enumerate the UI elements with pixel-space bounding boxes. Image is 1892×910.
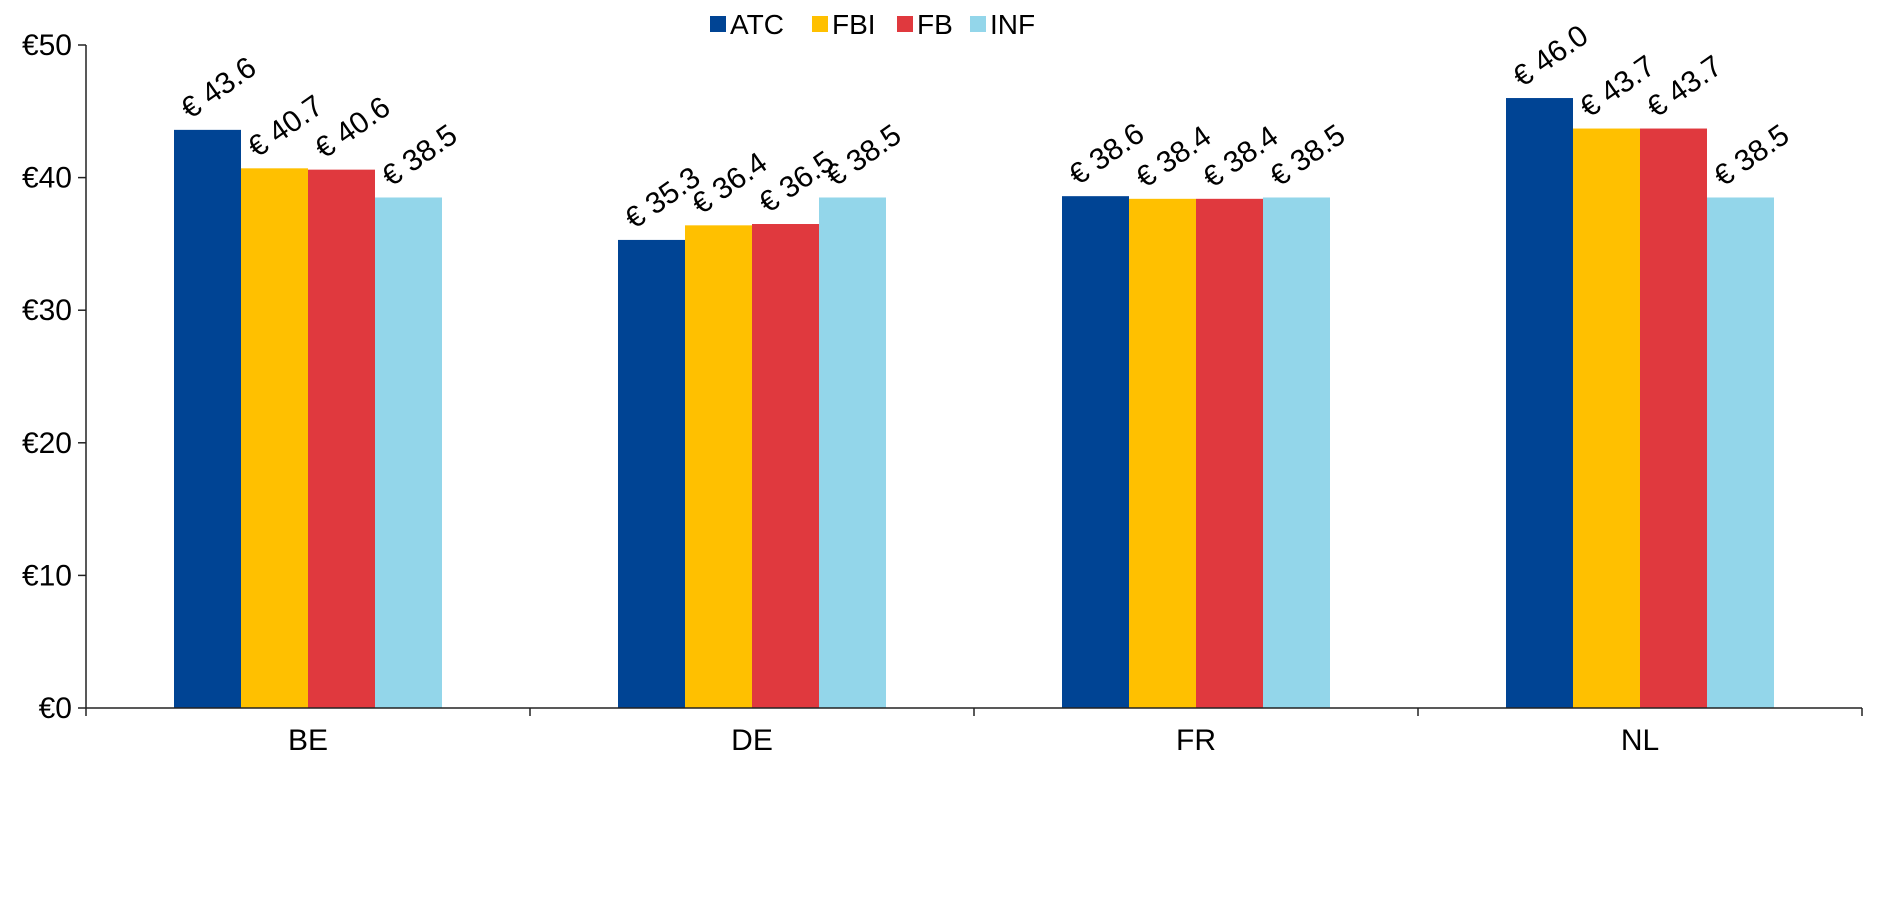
data-label-fbi-be: € 40.7: [242, 89, 329, 164]
data-label-fbi-nl: € 43.7: [1574, 49, 1661, 124]
y-tick-label: €10: [22, 559, 72, 592]
legend: ATC FBI FB INF: [710, 9, 1035, 40]
bar-inf-nl: [1707, 197, 1774, 709]
bar-inf-de: [819, 197, 886, 709]
bar-atc-nl: [1506, 98, 1573, 709]
data-label-atc-fr: € 38.6: [1063, 117, 1150, 192]
y-tick-label: €50: [22, 29, 72, 62]
legend-label-fbi: FBI: [832, 9, 876, 40]
data-label-inf-be: € 38.5: [376, 118, 463, 193]
data-label-inf-fr: € 38.5: [1264, 118, 1351, 193]
legend-swatch-atc: [710, 16, 726, 32]
legend-swatch-fb: [897, 16, 913, 32]
bars-group: [174, 98, 1774, 709]
data-label-fb-be: € 40.6: [309, 90, 396, 165]
y-tick-label: €20: [22, 427, 72, 460]
data-label-atc-nl: € 46.0: [1507, 19, 1594, 94]
x-tick-label: DE: [731, 724, 773, 757]
axes-group: €0 €10 €20 €30 €40 €50 BE DE FR NL: [22, 29, 1863, 757]
bar-fbi-be: [241, 168, 308, 708]
bar-fbi-de: [685, 225, 752, 708]
legend-label-inf: INF: [990, 9, 1035, 40]
legend-label-fb: FB: [917, 9, 953, 40]
x-tick-label: NL: [1621, 724, 1659, 757]
bar-inf-fr: [1263, 197, 1330, 709]
y-tick-label: €0: [39, 692, 72, 725]
legend-swatch-fbi: [812, 16, 828, 32]
x-tick-label: BE: [288, 724, 328, 757]
data-label-fb-fr: € 38.4: [1197, 120, 1284, 195]
y-tick-label: €40: [22, 162, 72, 195]
data-label-atc-be: € 43.6: [175, 51, 262, 126]
data-label-fbi-fr: € 38.4: [1130, 120, 1217, 195]
data-label-inf-nl: € 38.5: [1708, 118, 1795, 193]
bar-fb-de: [752, 224, 819, 708]
bar-atc-fr: [1062, 196, 1129, 708]
y-tick-label: €30: [22, 294, 72, 327]
bar-fb-nl: [1640, 128, 1707, 709]
data-label-fb-nl: € 43.7: [1641, 49, 1728, 124]
bar-fbi-fr: [1129, 198, 1196, 709]
legend-swatch-inf: [970, 16, 986, 32]
bar-fb-be: [308, 169, 375, 709]
bar-fb-fr: [1196, 198, 1263, 709]
bar-atc-be: [174, 129, 241, 708]
bar-atc-de: [618, 239, 685, 708]
bar-inf-be: [375, 197, 442, 709]
data-label-inf-de: € 38.5: [820, 118, 907, 193]
legend-label-atc: ATC: [730, 9, 784, 40]
bar-fbi-nl: [1573, 128, 1640, 709]
x-tick-label: FR: [1176, 724, 1216, 757]
